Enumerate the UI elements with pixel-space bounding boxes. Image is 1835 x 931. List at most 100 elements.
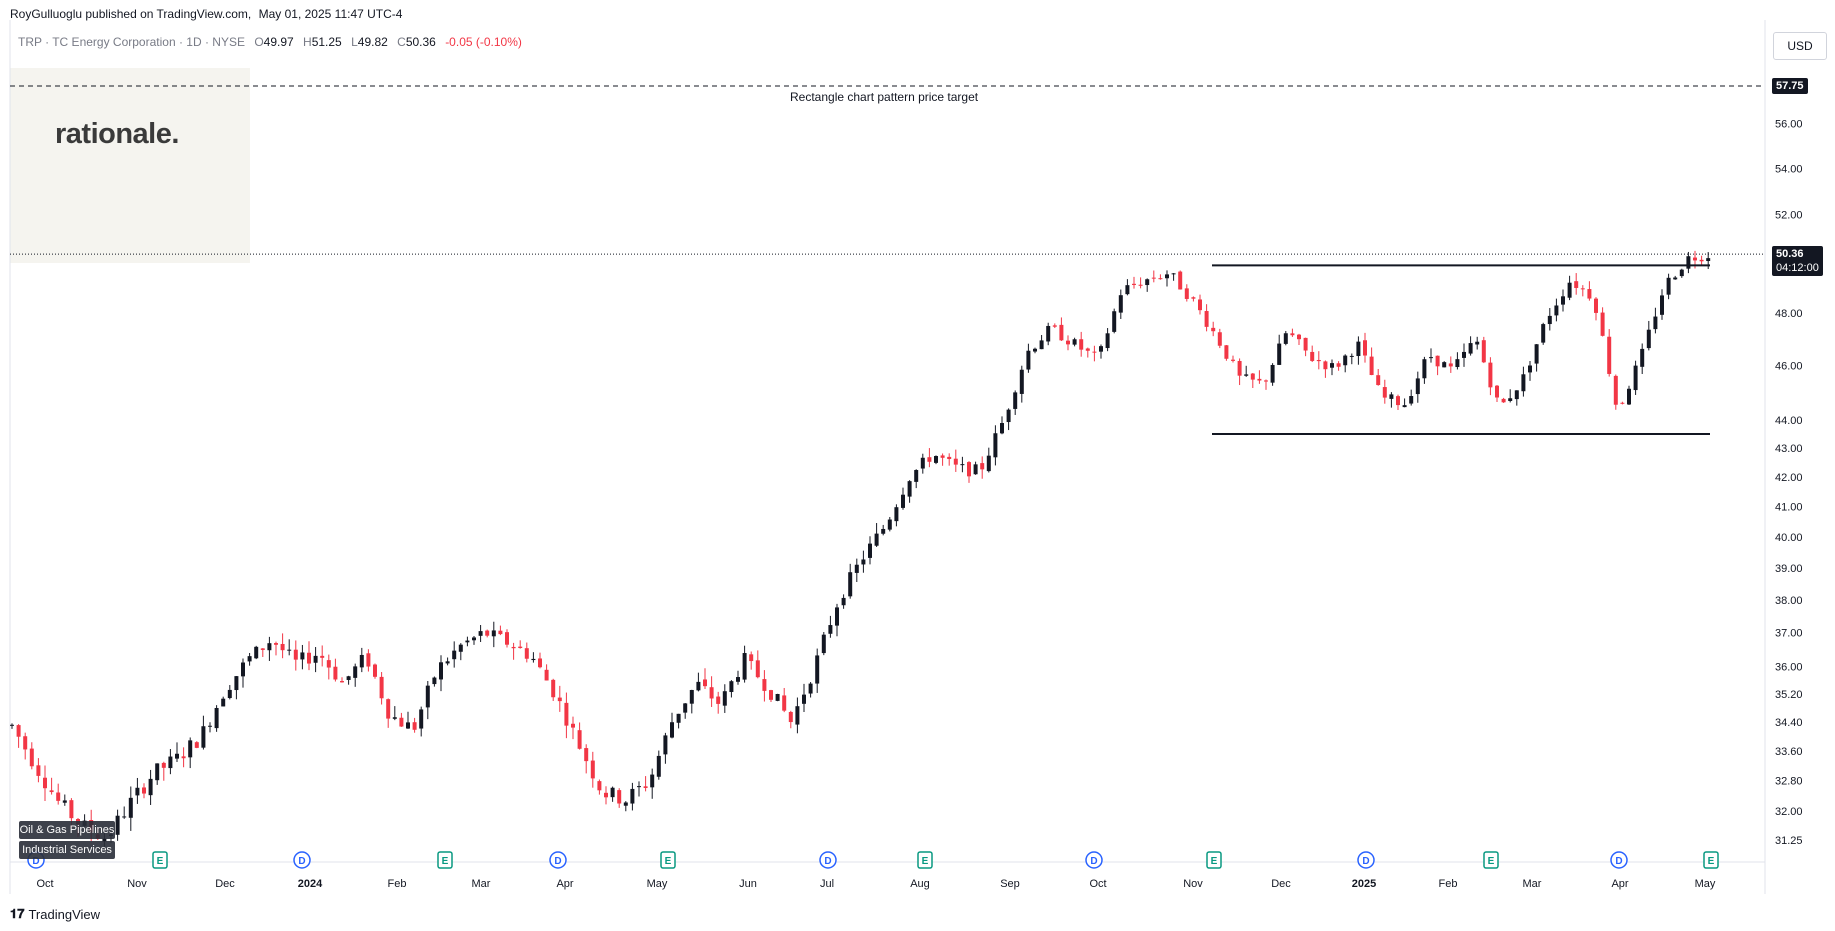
candle-body <box>1019 369 1024 394</box>
candle-body <box>1693 257 1697 261</box>
event-marker-letter: E <box>1211 856 1218 867</box>
candle-body <box>656 755 661 777</box>
candle-body <box>1409 396 1414 404</box>
x-tick-label: Nov <box>1183 878 1203 890</box>
candle-body <box>221 698 226 707</box>
candle-body <box>491 630 496 637</box>
candle-body <box>254 646 259 659</box>
candle-body <box>1158 278 1163 280</box>
candle-body <box>1290 333 1295 336</box>
candle-body <box>1679 269 1684 277</box>
x-tick-label: Oct <box>1089 878 1106 890</box>
candle-body <box>412 722 417 730</box>
earnings-marker-icon <box>1483 851 1499 869</box>
candle-body <box>1567 282 1572 298</box>
candle-body <box>782 695 787 711</box>
candle-body <box>736 677 740 682</box>
tradingview-footer[interactable]: 𝟏𝟕 TradingView <box>10 906 100 922</box>
candle-body <box>557 697 562 702</box>
earnings-marker-icon <box>917 851 933 869</box>
candle-body <box>544 669 549 681</box>
candle-body <box>1495 385 1499 398</box>
candle-body <box>1151 277 1156 279</box>
candle-body <box>841 597 846 606</box>
earnings-marker-icon <box>437 851 453 869</box>
candle-body <box>1118 295 1123 313</box>
candle-body <box>267 643 272 651</box>
footer-brand: TradingView <box>28 906 101 922</box>
event-marker-letter: D <box>298 856 305 867</box>
y-tick-label: 36.00 <box>1775 661 1803 673</box>
candle-body <box>1052 325 1057 327</box>
candle-body <box>1026 350 1031 370</box>
candle-body <box>835 607 839 626</box>
candle-body <box>161 762 166 768</box>
candle-body <box>1092 351 1097 353</box>
candle-body <box>1171 273 1176 275</box>
candle-body <box>379 676 384 699</box>
x-tick-label: 2024 <box>298 878 323 890</box>
candle-body <box>122 816 127 818</box>
candle-body <box>1415 378 1420 395</box>
candle-body <box>1349 355 1354 357</box>
x-tick-label: May <box>1695 878 1716 890</box>
candle-body <box>16 725 21 737</box>
x-tick-label: Jul <box>820 878 834 890</box>
x-tick-label: Nov <box>127 878 147 890</box>
candle-body <box>1587 289 1592 299</box>
candle-body <box>373 664 377 677</box>
candle-body <box>1310 351 1315 361</box>
candle-body <box>1534 344 1539 364</box>
candle-body <box>168 756 173 769</box>
candle-body <box>419 709 424 729</box>
currency-button[interactable]: USD <box>1773 32 1827 60</box>
candle-body <box>485 630 490 636</box>
publisher-text: RoyGulluoglu published on TradingView.co… <box>10 7 252 21</box>
candle-body <box>175 753 179 759</box>
candle-body <box>709 687 714 699</box>
candle-body <box>505 632 509 645</box>
candle-body <box>472 637 476 641</box>
candle-body <box>1257 378 1262 381</box>
candle-body <box>392 717 397 719</box>
candle-body <box>181 756 186 759</box>
candle-body <box>1013 392 1018 409</box>
candle-body <box>452 650 457 660</box>
candle-body <box>1343 355 1348 366</box>
candle-body <box>769 690 773 700</box>
candle-body <box>313 655 318 663</box>
high-label: H <box>303 35 312 49</box>
candle-body <box>1270 364 1275 383</box>
candle-body <box>762 679 767 691</box>
candle-body <box>676 713 681 723</box>
candle-body <box>1363 340 1367 356</box>
candle-body <box>617 790 622 804</box>
candle-body <box>56 792 61 801</box>
candle-body <box>326 660 331 668</box>
candle-body <box>458 644 463 652</box>
candle-body <box>1600 312 1605 336</box>
event-marker-letter: E <box>157 856 164 867</box>
candle-body <box>610 787 615 798</box>
industry-tag[interactable]: Industrial Services <box>19 841 115 859</box>
last-price: 50.36 <box>1776 248 1804 261</box>
candle-body <box>115 815 120 835</box>
candle-body <box>1574 281 1579 288</box>
candle-body <box>795 706 800 725</box>
x-tick-label: Mar <box>472 878 491 890</box>
y-tick-label: 56.00 <box>1775 119 1803 131</box>
candle-body <box>432 677 437 685</box>
symbol-text: TRP · TC Energy Corporation · 1D · NYSE <box>18 35 245 49</box>
candle-body <box>1184 288 1189 299</box>
y-tick-label: 43.00 <box>1775 443 1803 455</box>
x-tick-label: Feb <box>1439 878 1458 890</box>
candle-body <box>590 760 595 779</box>
logo-panel <box>10 68 250 263</box>
sector-tag[interactable]: Oil & Gas Pipelines <box>19 821 115 839</box>
candle-body <box>1198 299 1202 311</box>
candle-body <box>1336 363 1341 367</box>
candle-body <box>1402 405 1407 408</box>
candle-body <box>1039 340 1044 350</box>
earnings-marker-icon <box>1206 851 1222 869</box>
